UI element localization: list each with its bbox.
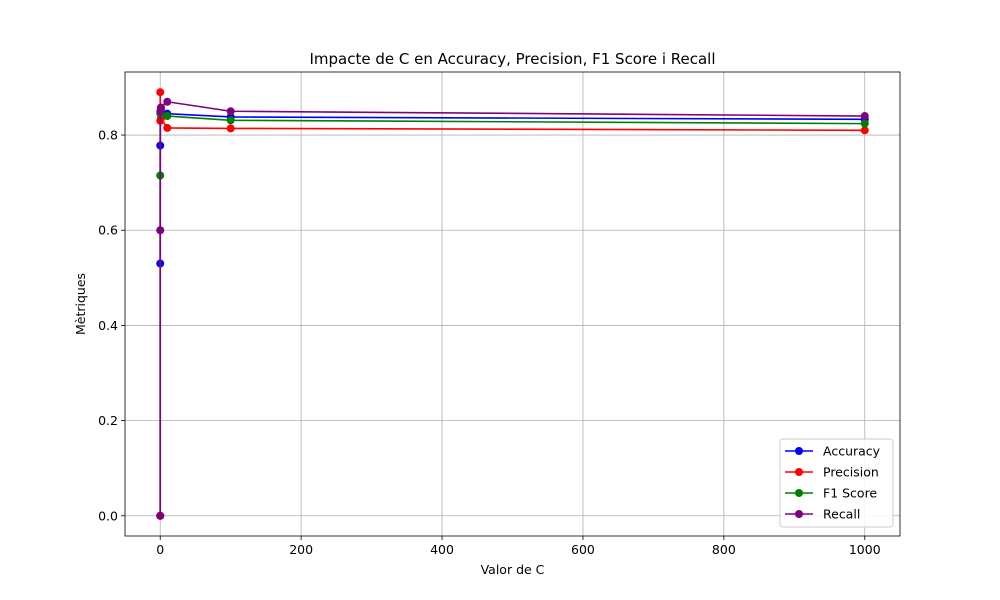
legend-label: F1 Score	[823, 486, 877, 501]
legend-marker	[795, 447, 803, 455]
y-tick-label: 0.2	[98, 413, 118, 428]
data-point-precision	[226, 124, 235, 133]
legend-marker	[795, 468, 803, 476]
data-point-f1-score	[226, 116, 235, 125]
x-tick-label: 800	[712, 542, 736, 557]
legend-label: Recall	[823, 507, 860, 522]
legend-item-precision: Precision	[785, 465, 879, 480]
y-tick-label: 0.6	[98, 223, 118, 238]
x-tick-label: 0	[156, 542, 164, 557]
legend-label: Accuracy	[823, 444, 881, 459]
x-tick-label: 1000	[849, 542, 881, 557]
legend-item-accuracy: Accuracy	[785, 444, 881, 459]
series-layer	[156, 88, 869, 520]
data-point-precision	[163, 123, 172, 132]
x-tick-label: 200	[289, 542, 313, 557]
legend: Accuracy Precision F1 Score Recall	[779, 438, 894, 528]
data-point-f1-score	[860, 119, 869, 128]
legend-label: Precision	[823, 465, 879, 480]
legend-marker	[795, 489, 803, 497]
y-tick-label: 0.8	[98, 128, 118, 143]
x-axis-label: Valor de C	[481, 562, 545, 577]
data-point-recall	[860, 112, 869, 121]
data-point-recall	[163, 97, 172, 106]
series-recall	[156, 97, 869, 520]
data-point-recall	[226, 107, 235, 116]
data-point-f1-score	[163, 112, 172, 121]
grid	[125, 72, 900, 536]
legend-box	[779, 438, 894, 528]
plot-frame	[124, 71, 901, 537]
x-tick-label: 600	[571, 542, 595, 557]
plot-background	[125, 72, 900, 536]
legend-item-recall: Recall	[785, 507, 860, 522]
y-tick-label: 0.0	[98, 508, 118, 523]
data-point-precision	[156, 88, 165, 97]
x-tick-label: 400	[430, 542, 454, 557]
y-tick-label: 0.4	[98, 318, 118, 333]
data-point-recall	[156, 226, 165, 235]
ticks: 0 200 400 600 800 1000 0.0 0.2 0.4 0.6 0.8	[98, 128, 881, 557]
legend-item-f1-score: F1 Score	[785, 486, 877, 501]
data-point-precision	[860, 126, 869, 135]
data-point-recall	[156, 511, 165, 520]
chart-title: Impacte de C en Accuracy, Precision, F1 …	[309, 50, 715, 68]
data-point-recall	[156, 103, 165, 112]
legend-marker	[795, 510, 803, 518]
y-axis-label: Mètriques	[73, 273, 88, 335]
